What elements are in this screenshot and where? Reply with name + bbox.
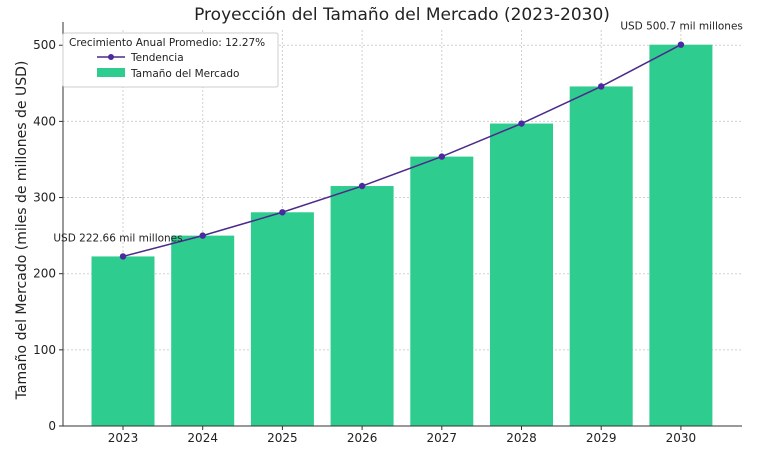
bar-2025 — [250, 212, 314, 426]
x-tick-label: 2025 — [267, 431, 298, 445]
trend-point-2029 — [598, 83, 605, 90]
trend-point-2026 — [358, 182, 366, 190]
legend-line-marker — [108, 54, 114, 60]
trend-point-2027 — [438, 153, 445, 160]
trend-point-2028 — [518, 120, 525, 127]
trend-line — [122, 44, 682, 258]
x-tick-label: 2028 — [506, 431, 537, 445]
x-tick-label: 2027 — [427, 431, 458, 445]
x-tick-label: 2023 — [108, 431, 139, 445]
annotation-2023: USD 222.66 mil millones — [53, 232, 182, 244]
bar-2029 — [569, 86, 633, 427]
legend: Crecimiento Anual Promedio: 12.27% Tende… — [62, 32, 279, 88]
y-tick-label: 0 — [48, 419, 56, 433]
y-tick-label: 300 — [33, 191, 56, 205]
chart-title: Proyección del Tamaño del Mercado (2023-… — [194, 5, 610, 25]
bar-2024 — [171, 235, 235, 426]
y-tick-label: 500 — [33, 38, 56, 52]
legend-label-trend: Tendencia — [130, 52, 184, 64]
y-tick-label: 100 — [33, 343, 56, 357]
legend-bar-swatch — [97, 68, 125, 77]
ticks-layer: 0 100 200 300 400 500 2023 2024 2025 2026 2027 2028… — [33, 38, 696, 445]
x-tick-label: 2026 — [347, 431, 378, 445]
x-tick-label: 2024 — [187, 431, 218, 445]
bar-2026 — [330, 186, 394, 426]
grid-layer — [63, 30, 742, 427]
y-tick-label: 400 — [33, 114, 56, 128]
legend-title: Crecimiento Anual Promedio: 12.27% — [69, 37, 265, 49]
bar-2030 — [649, 44, 713, 426]
bars-layer — [91, 44, 713, 427]
y-axis-label: Tamaño del Mercado (miles de millones de… — [14, 61, 30, 401]
legend-label-market: Tamaño del Mercado — [130, 68, 239, 80]
trend-line-layer — [119, 41, 685, 260]
annotations-layer: USD 222.66 mil millones USD 500.7 mil mil… — [53, 21, 743, 245]
trend-point-2023 — [119, 253, 127, 260]
trend-point-2025 — [279, 209, 286, 216]
x-tick-label: 2029 — [586, 431, 617, 445]
bar-2028 — [490, 123, 553, 426]
bar-2023 — [91, 256, 155, 426]
annotation-2030: USD 500.7 mil millones — [620, 21, 743, 33]
trend-point-2024 — [199, 232, 206, 239]
axes-layer — [62, 22, 742, 427]
y-tick-label: 200 — [33, 267, 56, 281]
bar-2027 — [410, 156, 474, 426]
trend-point-2030 — [677, 41, 685, 48]
x-tick-label: 2030 — [666, 431, 697, 445]
